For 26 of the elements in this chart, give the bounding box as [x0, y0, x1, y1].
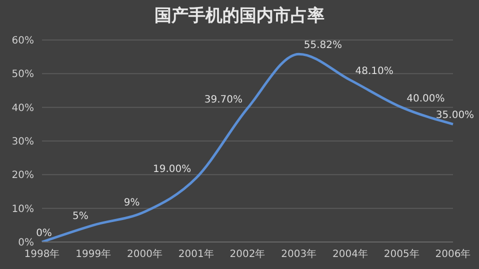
x-tick-label: 2005年 [384, 248, 420, 260]
data-label: 39.70% [204, 94, 242, 106]
y-tick-label: 20% [12, 170, 34, 182]
data-label: 40.00% [406, 93, 445, 104]
x-tick-label: 2003年 [281, 248, 317, 260]
x-tick-label: 2000年 [127, 248, 162, 260]
data-label: 9% [124, 198, 140, 209]
data-label: 35.00% [436, 110, 474, 122]
data-label: 48.10% [355, 66, 394, 78]
y-tick-label: 60% [12, 36, 34, 47]
y-tick-label: 30% [12, 136, 34, 148]
x-tick-label: 1999年 [76, 248, 112, 260]
y-tick-label: 0% [18, 238, 34, 249]
data-label: 55.82% [304, 40, 342, 52]
x-tick-label: 2001年 [178, 248, 214, 260]
x-tick-label: 1998年 [24, 248, 60, 260]
y-tick-label: 10% [12, 204, 34, 215]
x-tick-label: 2004年 [332, 248, 368, 260]
data-label: 0% [36, 228, 52, 239]
x-tick-label: 2002年 [230, 248, 266, 260]
y-tick-label: 40% [12, 102, 34, 114]
y-tick-label: 50% [12, 69, 34, 80]
data-label: 5% [72, 211, 88, 222]
x-tick-label: 2006年 [435, 248, 471, 260]
chart-title: 国产手机的国内市占率 [154, 5, 326, 27]
data-label: 19.00% [152, 164, 192, 176]
